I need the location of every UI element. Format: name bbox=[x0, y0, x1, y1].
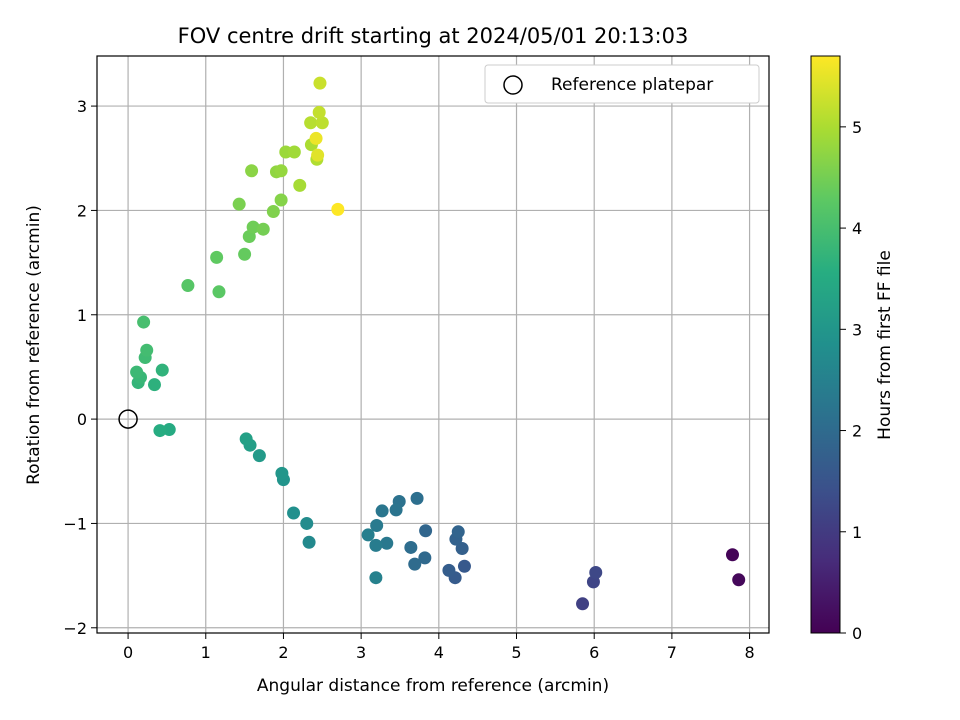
colorbar-tick-label: 1 bbox=[852, 523, 862, 542]
data-point bbox=[287, 145, 301, 159]
data-point bbox=[140, 343, 154, 357]
x-tick-label: 8 bbox=[744, 643, 754, 662]
data-point bbox=[576, 597, 590, 611]
data-point bbox=[313, 76, 327, 90]
colorbar-tick-label: 2 bbox=[852, 422, 862, 441]
plot-frame bbox=[96, 55, 770, 634]
data-point bbox=[419, 524, 433, 538]
colorbar-ticks: 0 1 2 3 4 5 bbox=[840, 118, 862, 643]
y-tick-label: 1 bbox=[77, 306, 87, 325]
data-point bbox=[212, 285, 226, 299]
plot-area bbox=[97, 56, 769, 633]
data-point bbox=[256, 222, 270, 236]
y-tick-label: −2 bbox=[63, 619, 87, 638]
grid-lines bbox=[97, 56, 769, 633]
data-point bbox=[315, 116, 329, 130]
data-point bbox=[293, 178, 307, 192]
data-point bbox=[275, 466, 289, 480]
data-point bbox=[302, 535, 316, 549]
data-point bbox=[410, 491, 424, 505]
data-point bbox=[210, 250, 224, 264]
x-tick-label: 4 bbox=[434, 643, 444, 662]
y-tick-label: 2 bbox=[77, 201, 87, 220]
data-point bbox=[252, 449, 266, 463]
data-point bbox=[274, 193, 288, 207]
data-point bbox=[312, 105, 326, 119]
data-point bbox=[455, 541, 469, 555]
data-point bbox=[457, 559, 471, 573]
data-point bbox=[442, 563, 456, 577]
colorbar-tick-label: 3 bbox=[852, 320, 862, 339]
x-axis-label: Angular distance from reference (arcmin) bbox=[257, 676, 609, 696]
y-tick-label: −1 bbox=[63, 514, 87, 533]
data-point bbox=[266, 204, 280, 218]
data-points bbox=[130, 76, 746, 611]
data-point bbox=[380, 536, 394, 550]
x-tick-label: 6 bbox=[589, 643, 599, 662]
data-point bbox=[309, 131, 323, 145]
colorbar-tick-label: 5 bbox=[852, 118, 862, 137]
x-tick-label: 7 bbox=[667, 643, 677, 662]
colorbar-tick-label: 4 bbox=[852, 219, 862, 238]
data-point bbox=[725, 548, 739, 562]
data-point bbox=[369, 538, 383, 552]
data-point bbox=[238, 247, 252, 261]
data-point bbox=[232, 197, 246, 211]
data-point bbox=[732, 573, 746, 587]
x-tick-label: 5 bbox=[511, 643, 521, 662]
data-point bbox=[181, 279, 195, 293]
y-axis-ticks: −2 −1 0 1 2 3 bbox=[63, 97, 97, 638]
data-point bbox=[369, 571, 383, 585]
data-point bbox=[304, 116, 318, 130]
data-point bbox=[246, 220, 260, 234]
data-point bbox=[370, 519, 384, 533]
data-point bbox=[375, 504, 389, 518]
data-point bbox=[589, 565, 603, 579]
data-point bbox=[130, 365, 144, 379]
legend-entry-label: Reference platepar bbox=[551, 75, 713, 95]
data-point bbox=[300, 516, 314, 530]
x-tick-label: 2 bbox=[278, 643, 288, 662]
data-point bbox=[331, 202, 345, 216]
data-point bbox=[389, 503, 403, 517]
colorbar: 0 1 2 3 4 5 Hours from first FF file bbox=[810, 55, 895, 643]
x-tick-label: 3 bbox=[356, 643, 366, 662]
data-point bbox=[311, 148, 325, 162]
data-point bbox=[404, 540, 418, 554]
data-point bbox=[147, 378, 161, 392]
data-point bbox=[245, 164, 259, 178]
data-point bbox=[137, 315, 151, 329]
y-tick-label: 0 bbox=[77, 410, 87, 429]
data-point bbox=[451, 525, 465, 539]
data-point bbox=[239, 432, 253, 446]
chart-title: FOV centre drift starting at 2024/05/01 … bbox=[178, 24, 689, 48]
legend-marker-icon bbox=[503, 75, 523, 95]
data-point bbox=[408, 557, 422, 571]
data-point bbox=[287, 506, 301, 520]
data-point bbox=[361, 528, 375, 542]
data-point bbox=[155, 363, 169, 377]
legend: Reference platepar bbox=[484, 64, 760, 104]
y-axis-label: Rotation from reference (arcmin) bbox=[24, 205, 44, 485]
legend-box bbox=[484, 64, 760, 104]
data-point bbox=[418, 551, 432, 565]
colorbar-tick-label: 0 bbox=[852, 624, 862, 643]
y-tick-label: 3 bbox=[77, 97, 87, 116]
x-tick-label: 1 bbox=[201, 643, 211, 662]
colorbar-label: Hours from first FF file bbox=[875, 250, 895, 440]
x-tick-label: 0 bbox=[123, 643, 133, 662]
data-point bbox=[274, 164, 288, 178]
x-axis-ticks: 0 1 2 3 4 5 6 7 8 bbox=[123, 633, 755, 662]
colorbar-gradient bbox=[810, 55, 841, 634]
reference-platepar-marker bbox=[118, 409, 138, 429]
data-point bbox=[153, 424, 167, 438]
